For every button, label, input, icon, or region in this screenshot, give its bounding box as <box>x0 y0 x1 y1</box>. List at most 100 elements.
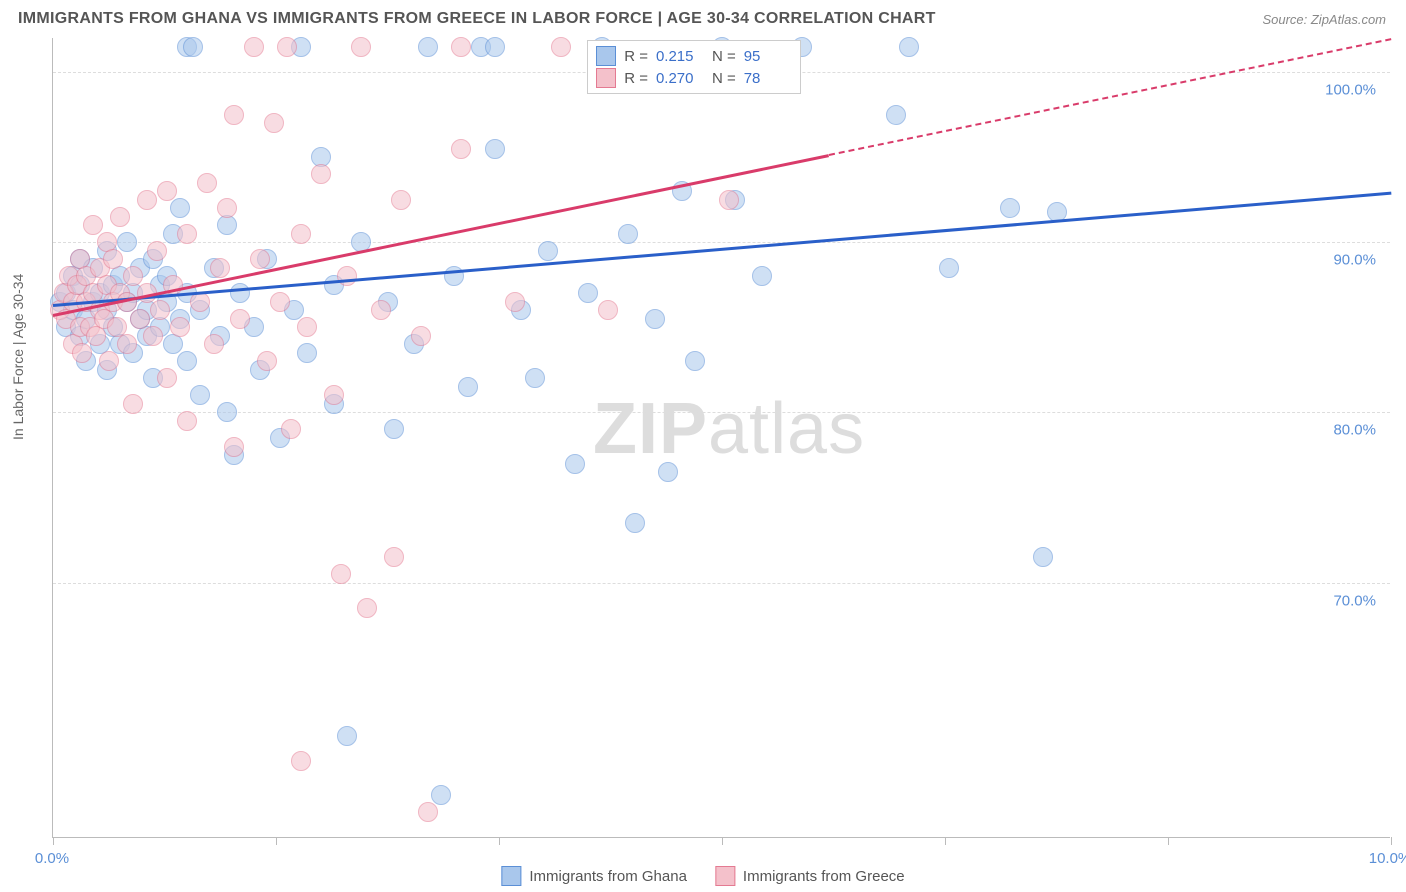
scatter-point <box>177 351 197 371</box>
y-tick-label: 70.0% <box>1333 592 1376 609</box>
scatter-point <box>83 215 103 235</box>
scatter-point <box>1033 547 1053 567</box>
watermark-bold: ZIP <box>593 389 708 469</box>
scatter-point <box>177 224 197 244</box>
scatter-point <box>130 309 150 329</box>
gridline <box>53 583 1390 584</box>
x-tick <box>945 837 946 845</box>
scatter-point <box>99 351 119 371</box>
legend-swatch <box>596 68 616 88</box>
scatter-point <box>190 385 210 405</box>
scatter-point <box>103 249 123 269</box>
scatter-point <box>625 513 645 533</box>
scatter-point <box>538 241 558 261</box>
scatter-point <box>297 317 317 337</box>
scatter-point <box>324 385 344 405</box>
scatter-point <box>384 419 404 439</box>
scatter-point <box>123 394 143 414</box>
scatter-plot-area: ZIPatlas 70.0%80.0%90.0%100.0% <box>52 38 1390 838</box>
scatter-point <box>147 241 167 261</box>
correlation-legend: R = 0.215 N = 95 R = 0.270 N = 78 <box>587 40 801 94</box>
scatter-point <box>277 37 297 57</box>
scatter-point <box>685 351 705 371</box>
scatter-point <box>418 802 438 822</box>
x-tick-label: 10.0% <box>1369 850 1406 867</box>
scatter-point <box>578 283 598 303</box>
legend-n-label: N = <box>712 70 736 87</box>
legend-n-value: 95 <box>744 48 792 65</box>
legend-r-value: 0.270 <box>656 70 704 87</box>
scatter-point <box>183 37 203 57</box>
scatter-point <box>886 105 906 125</box>
scatter-point <box>384 547 404 567</box>
scatter-point <box>197 173 217 193</box>
legend-row: R = 0.215 N = 95 <box>596 45 792 67</box>
scatter-point <box>565 454 585 474</box>
scatter-point <box>270 292 290 312</box>
legend-label: Immigrants from Greece <box>743 868 905 885</box>
legend-swatch <box>715 866 735 886</box>
legend-r-label: R = <box>624 70 648 87</box>
scatter-point <box>170 198 190 218</box>
scatter-point <box>411 326 431 346</box>
scatter-point <box>250 249 270 269</box>
gridline <box>53 242 1390 243</box>
scatter-point <box>163 334 183 354</box>
scatter-point <box>157 368 177 388</box>
scatter-point <box>117 232 137 252</box>
scatter-point <box>505 292 525 312</box>
scatter-point <box>224 105 244 125</box>
legend-r-label: R = <box>624 48 648 65</box>
scatter-point <box>485 37 505 57</box>
scatter-point <box>230 309 250 329</box>
scatter-point <box>291 224 311 244</box>
x-tick <box>1168 837 1169 845</box>
legend-swatch <box>501 866 521 886</box>
scatter-point <box>719 190 739 210</box>
legend-r-value: 0.215 <box>656 48 704 65</box>
watermark-light: atlas <box>708 389 865 469</box>
scatter-point <box>451 139 471 159</box>
scatter-point <box>331 564 351 584</box>
scatter-point <box>230 283 250 303</box>
y-axis-title: In Labor Force | Age 30-34 <box>10 274 26 440</box>
legend-swatch <box>596 46 616 66</box>
scatter-point <box>244 37 264 57</box>
legend-n-value: 78 <box>744 70 792 87</box>
scatter-point <box>217 198 237 218</box>
legend-item-greece: Immigrants from Greece <box>715 866 905 886</box>
x-tick <box>499 837 500 845</box>
legend-item-ghana: Immigrants from Ghana <box>501 866 687 886</box>
trend-line <box>53 191 1391 306</box>
y-tick-label: 90.0% <box>1333 252 1376 269</box>
chart-title: IMMIGRANTS FROM GHANA VS IMMIGRANTS FROM… <box>18 10 936 28</box>
scatter-point <box>117 334 137 354</box>
scatter-point <box>157 181 177 201</box>
scatter-point <box>281 419 301 439</box>
scatter-point <box>618 224 638 244</box>
scatter-point <box>123 266 143 286</box>
x-tick <box>53 837 54 845</box>
scatter-point <box>551 37 571 57</box>
scatter-point <box>431 785 451 805</box>
scatter-point <box>264 113 284 133</box>
scatter-point <box>150 300 170 320</box>
scatter-point <box>391 190 411 210</box>
scatter-point <box>939 258 959 278</box>
scatter-point <box>86 326 106 346</box>
scatter-point <box>337 726 357 746</box>
legend-bottom: Immigrants from Ghana Immigrants from Gr… <box>501 866 904 886</box>
scatter-point <box>418 37 438 57</box>
scatter-point <box>525 368 545 388</box>
scatter-point <box>143 326 163 346</box>
gridline <box>53 412 1390 413</box>
source-attribution: Source: ZipAtlas.com <box>1262 12 1386 27</box>
watermark: ZIPatlas <box>593 388 865 470</box>
scatter-point <box>217 215 237 235</box>
scatter-point <box>371 300 391 320</box>
scatter-point <box>351 37 371 57</box>
x-tick <box>722 837 723 845</box>
scatter-point <box>210 258 230 278</box>
legend-n-label: N = <box>712 48 736 65</box>
scatter-point <box>224 437 244 457</box>
